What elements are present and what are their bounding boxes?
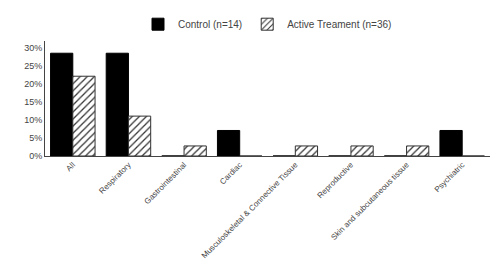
svg-text:Psychiatric: Psychiatric bbox=[433, 160, 467, 194]
svg-text:0%: 0% bbox=[29, 151, 42, 161]
svg-text:Skin and subcutaneous tissue: Skin and subcutaneous tissue bbox=[329, 160, 411, 242]
svg-text:15%: 15% bbox=[24, 97, 42, 107]
svg-text:5%: 5% bbox=[29, 133, 42, 143]
svg-text:10%: 10% bbox=[24, 115, 42, 125]
svg-text:Gastrointestinal: Gastrointestinal bbox=[143, 160, 189, 206]
svg-text:25%: 25% bbox=[24, 61, 42, 71]
svg-text:Control (n=14): Control (n=14) bbox=[178, 19, 242, 30]
svg-text:Cardiac: Cardiac bbox=[218, 160, 244, 186]
svg-text:All: All bbox=[64, 160, 77, 173]
svg-text:20%: 20% bbox=[24, 79, 42, 89]
svg-text:Musculoskeletal & Connective T: Musculoskeletal & Connective Tissue bbox=[200, 160, 300, 260]
svg-text:30%: 30% bbox=[24, 43, 42, 53]
svg-text:Respiratory: Respiratory bbox=[97, 160, 132, 195]
svg-text:Reproductive: Reproductive bbox=[315, 160, 355, 200]
svg-text:Active Treament (n=36): Active Treament (n=36) bbox=[287, 19, 391, 30]
